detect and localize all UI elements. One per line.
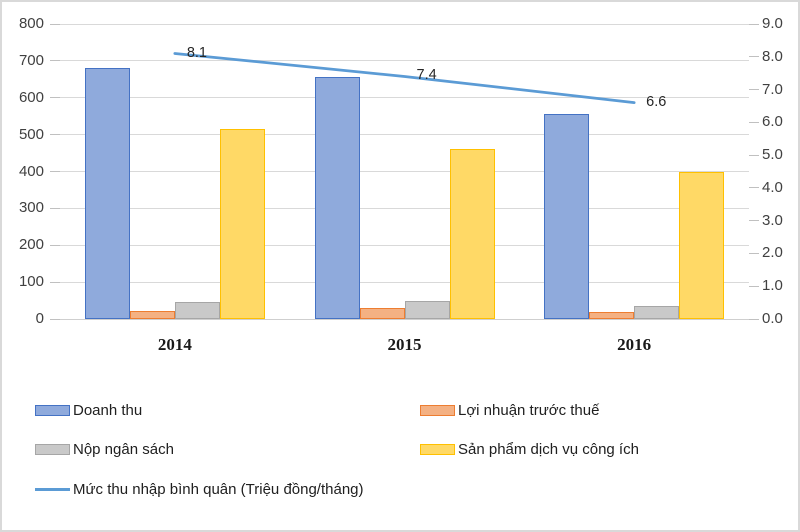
bar-nộp-ngân-sách [634, 306, 680, 319]
right-axis-tick-label: 8.0 [762, 47, 783, 65]
right-axis-tick [749, 56, 759, 58]
legend-swatch-san-pham-icon [420, 444, 455, 455]
gridline [60, 281, 749, 283]
left-axis-tick-label: 600 [18, 88, 44, 106]
right-axis-tick-label: 9.0 [762, 15, 783, 32]
gridline [60, 23, 749, 25]
legend-item-muc-thu-nhap-binh-quan: Mức thu nhập bình quân (Triệu đồng/tháng… [35, 481, 364, 498]
category-label: 2015 [387, 335, 422, 354]
legend-label-san-pham-dich-vu-cong-ich: Sản phẩm dịch vụ công ích [458, 441, 639, 458]
legend-item-doanh-thu: Doanh thu [35, 402, 142, 419]
legend-item-loi-nhuan-truoc-thue: Lợi nhuận trước thuế [420, 402, 599, 419]
left-axis-tick-label: 500 [18, 125, 44, 143]
right-axis-tick-label: 7.0 [762, 80, 783, 98]
left-axis-tick-label: 300 [18, 199, 44, 217]
right-axis-tick [749, 154, 759, 156]
category-label: 2014 [157, 335, 192, 354]
left-axis-tick [50, 318, 60, 320]
bar-sản-phẩm-dịch-vụ-công-ích [679, 171, 725, 319]
left-axis-tick [50, 60, 60, 62]
gridline [60, 207, 749, 209]
left-axis-tick-label: 0 [35, 310, 44, 327]
left-axis-tick [50, 23, 60, 25]
line-data-label: 7.4 [416, 67, 437, 84]
right-axis-tick [749, 220, 759, 222]
bar-lợi-nhuận-trước-thuế [359, 307, 405, 319]
right-axis-tick [749, 285, 759, 287]
right-axis-tick [749, 318, 759, 320]
bar-nộp-ngân-sách [174, 302, 220, 319]
legend-label-loi-nhuan-truoc-thue: Lợi nhuận trước thuế [458, 402, 600, 419]
right-axis-tick-label: 4.0 [762, 178, 783, 196]
right-axis-tick-label: 2.0 [762, 244, 783, 262]
left-axis-tick [50, 207, 60, 209]
left-axis-tick [50, 134, 60, 136]
left-axis-tick-label: 400 [18, 162, 44, 180]
right-axis-tick [749, 89, 759, 91]
bar-doanh-thu [544, 114, 590, 319]
line-data-label: 8.1 [186, 44, 207, 61]
legend-item-san-pham-dich-vu-cong-ich: Sản phẩm dịch vụ công ích [420, 441, 639, 458]
bar-doanh-thu [84, 68, 130, 319]
legend-swatch-line-icon [35, 488, 70, 491]
bar-lợi-nhuận-trước-thuế [589, 312, 635, 319]
right-axis-tick-label: 6.0 [762, 113, 783, 131]
legend-label-nop-ngan-sach: Nộp ngân sách [73, 441, 174, 458]
left-axis-tick-label: 200 [18, 236, 44, 254]
gridline [60, 60, 749, 62]
left-axis-tick [50, 171, 60, 172]
right-axis-tick-label: 5.0 [762, 146, 783, 164]
right-axis-tick-label: 0.0 [762, 310, 783, 327]
gridline [60, 244, 749, 246]
bar-lợi-nhuận-trước-thuế [129, 310, 175, 319]
left-axis-tick [50, 97, 60, 99]
gridline [60, 134, 749, 136]
legend-item-nop-ngan-sach: Nộp ngân sách [35, 441, 174, 458]
right-axis-tick-label: 3.0 [762, 211, 783, 229]
bar-nộp-ngân-sách [404, 301, 450, 319]
legend-swatch-doanh-thu-icon [35, 405, 70, 416]
line-data-label: 6.6 [646, 93, 667, 110]
category-label: 2016 [617, 335, 652, 354]
legend-label-muc-thu-nhap-binh-quan: Mức thu nhập bình quân (Triệu đồng/tháng… [73, 481, 364, 498]
right-axis-tick [749, 23, 759, 25]
bar-sản-phẩm-dịch-vụ-công-ích [449, 149, 495, 319]
left-axis-tick-label: 100 [18, 273, 44, 291]
gridline [60, 171, 749, 172]
legend-swatch-nop-ngan-sach-icon [35, 444, 70, 455]
right-axis-tick-label: 1.0 [762, 277, 783, 295]
left-axis-tick-label: 700 [18, 51, 44, 69]
legend-label-doanh-thu: Doanh thu [73, 402, 143, 419]
bar-doanh-thu [314, 77, 360, 319]
legend-swatch-loi-nhuan-icon [420, 405, 455, 416]
left-axis-tick-label: 800 [18, 15, 44, 32]
bar-sản-phẩm-dịch-vụ-công-ích [219, 129, 265, 319]
gridline [60, 318, 749, 320]
right-axis-tick [749, 121, 759, 123]
left-axis-tick [50, 281, 60, 283]
right-axis-tick [749, 252, 759, 254]
left-axis-tick [50, 244, 60, 246]
right-axis-tick [749, 187, 759, 189]
